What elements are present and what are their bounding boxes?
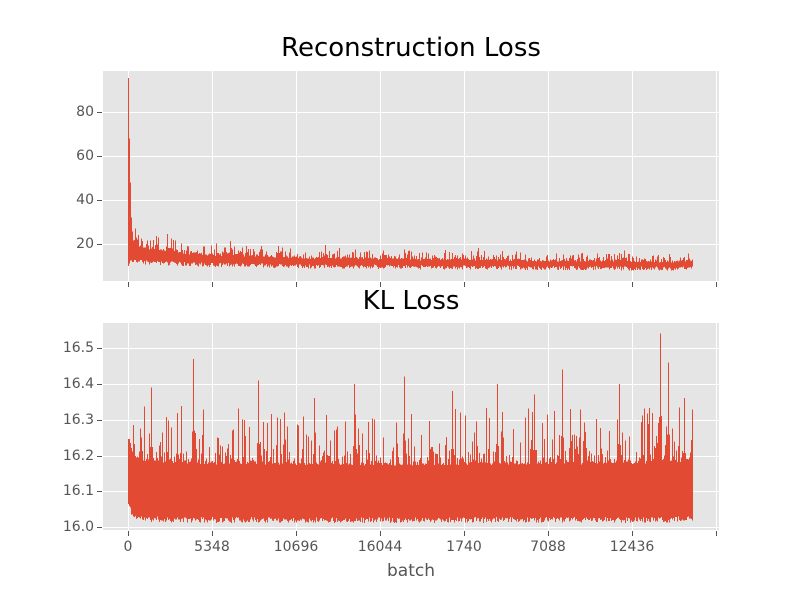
x-tick-mark [128,531,129,536]
kl-loss-plot-area [103,323,719,530]
x-tick-mark [296,282,297,287]
y-tick-label: 80 [76,104,94,120]
chart-title-kl-loss: KL Loss [362,286,460,316]
x-tick-mark [716,282,717,287]
gridlines [103,71,719,281]
y-tick-label: 20 [76,236,94,252]
x-tick-mark [632,282,633,287]
loss-trace [127,78,694,271]
y-tick-label: 16.4 [62,376,94,392]
y-tick-label: 16.0 [62,519,94,535]
y-tick-mark [97,156,102,157]
x-tick-mark [212,531,213,536]
x-tick-mark [380,282,381,287]
x-tick-mark [128,282,129,287]
x-tick-mark [464,531,465,536]
y-tick-label: 16.5 [62,340,94,356]
x-tick-mark [464,282,465,287]
x-tick-mark [716,531,717,536]
reconstruction-loss-plot-area [103,71,719,281]
x-tick-label: 5348 [194,539,230,555]
y-tick-mark [97,348,102,349]
x-tick-label: 16044 [357,539,403,555]
x-tick-mark [632,531,633,536]
y-tick-label: 16.1 [62,483,94,499]
loss-trace [127,333,694,523]
x-tick-mark [548,531,549,536]
x-tick-label: 12436 [609,539,655,555]
x-tick-label: 1740 [446,539,482,555]
y-tick-mark [97,527,102,528]
x-tick-mark [296,531,297,536]
x-tick-label: 7088 [530,539,566,555]
y-tick-mark [97,456,102,457]
x-tick-label: 0 [123,539,133,555]
x-tick-mark [380,531,381,536]
x-axis-label: batch [387,561,435,581]
y-tick-mark [97,384,102,385]
y-tick-mark [97,420,102,421]
x-tick-mark [212,282,213,287]
x-tick-mark [548,282,549,287]
x-tick-label: 10696 [273,539,319,555]
y-tick-label: 16.3 [62,412,94,428]
y-tick-mark [97,112,102,113]
y-tick-mark [97,244,102,245]
y-tick-mark [97,200,102,201]
y-tick-label: 60 [76,148,94,164]
y-tick-label: 16.2 [62,448,94,464]
chart-title-reconstruction-loss: Reconstruction Loss [281,33,541,63]
y-tick-label: 40 [76,192,94,208]
y-tick-mark [97,491,102,492]
